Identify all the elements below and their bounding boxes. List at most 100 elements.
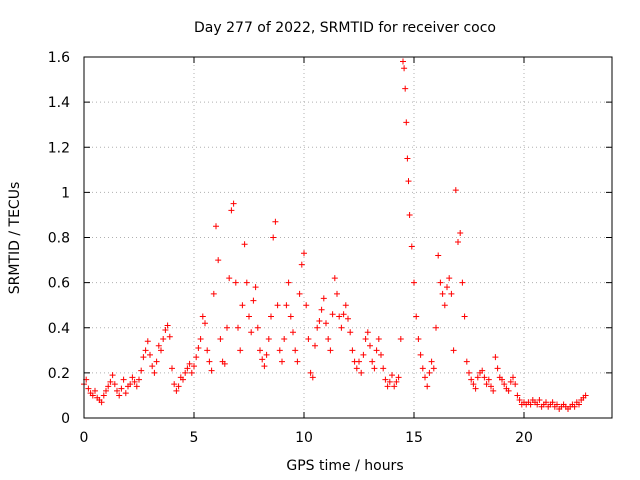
data-point	[439, 290, 446, 297]
data-point	[116, 392, 123, 399]
data-point	[367, 342, 373, 349]
data-point	[549, 399, 556, 406]
data-point	[512, 381, 519, 388]
y-tick-labels: 0 0.2 0.4 0.6 0.8 1 1.2 1.4 1.6	[48, 50, 70, 427]
data-point	[554, 401, 560, 408]
data-point	[221, 360, 228, 367]
data-point	[405, 178, 412, 185]
data-point	[92, 387, 98, 394]
data-point	[259, 356, 266, 363]
data-point	[195, 345, 202, 352]
data-point	[204, 347, 211, 354]
data-point	[470, 381, 477, 388]
data-point	[329, 311, 336, 318]
data-point	[426, 369, 433, 376]
data-point	[149, 363, 156, 370]
data-point	[501, 381, 508, 388]
data-point	[230, 200, 237, 207]
data-point	[413, 313, 420, 320]
data-point	[301, 250, 307, 257]
y-tick-label: 0.8	[48, 231, 70, 247]
x-tick-labels: 0 5 10 15 20	[80, 430, 533, 446]
x-tick-label: 15	[405, 430, 423, 446]
data-point	[252, 284, 259, 291]
data-point	[403, 119, 410, 126]
data-point	[270, 234, 277, 241]
data-point	[202, 320, 208, 327]
data-point	[384, 383, 391, 390]
data-point	[303, 302, 310, 309]
data-point	[446, 275, 453, 282]
y-tick-label: 0	[61, 411, 70, 427]
data-point	[89, 392, 96, 399]
data-point	[474, 374, 481, 381]
data-point	[138, 367, 145, 374]
data-point	[406, 211, 413, 218]
data-point	[373, 347, 380, 354]
y-tick-label: 1.6	[48, 50, 70, 66]
data-point	[127, 381, 134, 388]
data-point	[147, 351, 153, 358]
data-point	[237, 347, 244, 354]
data-point	[261, 363, 268, 370]
data-point	[175, 383, 182, 390]
data-point	[353, 365, 360, 372]
data-point	[360, 351, 367, 358]
data-point	[186, 360, 193, 367]
data-point	[136, 376, 142, 383]
data-point	[468, 376, 475, 383]
data-point	[250, 297, 257, 304]
y-tick-label: 1.2	[48, 140, 70, 156]
data-point	[534, 401, 541, 408]
data-point	[485, 376, 492, 383]
data-point	[109, 372, 116, 379]
data-point	[582, 392, 589, 399]
data-point	[393, 378, 400, 385]
data-point	[402, 85, 409, 92]
y-tick-label: 0.2	[48, 366, 70, 382]
data-point	[292, 347, 299, 354]
data-point	[314, 324, 321, 331]
data-point	[481, 374, 488, 381]
data-point	[463, 358, 470, 365]
data-point	[510, 374, 516, 381]
data-point	[490, 387, 497, 394]
data-point	[375, 336, 382, 343]
data-point	[349, 347, 356, 354]
data-point	[98, 399, 105, 406]
data-point	[435, 252, 442, 259]
data-point	[362, 336, 369, 343]
data-point	[246, 313, 252, 320]
data-point	[424, 383, 431, 390]
data-point	[433, 324, 439, 331]
data-point	[182, 369, 189, 376]
data-point	[144, 338, 151, 345]
data-point	[422, 374, 428, 381]
data-point	[164, 322, 171, 329]
data-point	[334, 290, 340, 297]
data-point	[461, 313, 468, 320]
x-tick-label: 10	[295, 430, 313, 446]
data-point	[401, 65, 408, 72]
data-point	[158, 347, 164, 354]
tick-marks	[83, 56, 612, 419]
data-point	[268, 313, 274, 320]
data-point	[430, 365, 437, 372]
data-point	[100, 392, 107, 399]
data-point	[488, 383, 494, 390]
data-point	[483, 381, 490, 388]
data-point	[226, 275, 233, 282]
data-point	[210, 290, 217, 297]
data-point	[338, 324, 345, 331]
x-tick-label: 20	[515, 430, 533, 446]
data-point	[380, 365, 387, 372]
data-point	[232, 279, 239, 286]
data-point	[345, 315, 351, 322]
data-point	[180, 376, 186, 383]
y-axis-label: SRMTID / TECUs	[7, 182, 23, 295]
data-point	[155, 342, 162, 349]
data-point	[411, 279, 417, 286]
data-point	[111, 381, 118, 388]
y-tick-label: 0.4	[48, 321, 70, 337]
data-point	[191, 363, 197, 370]
